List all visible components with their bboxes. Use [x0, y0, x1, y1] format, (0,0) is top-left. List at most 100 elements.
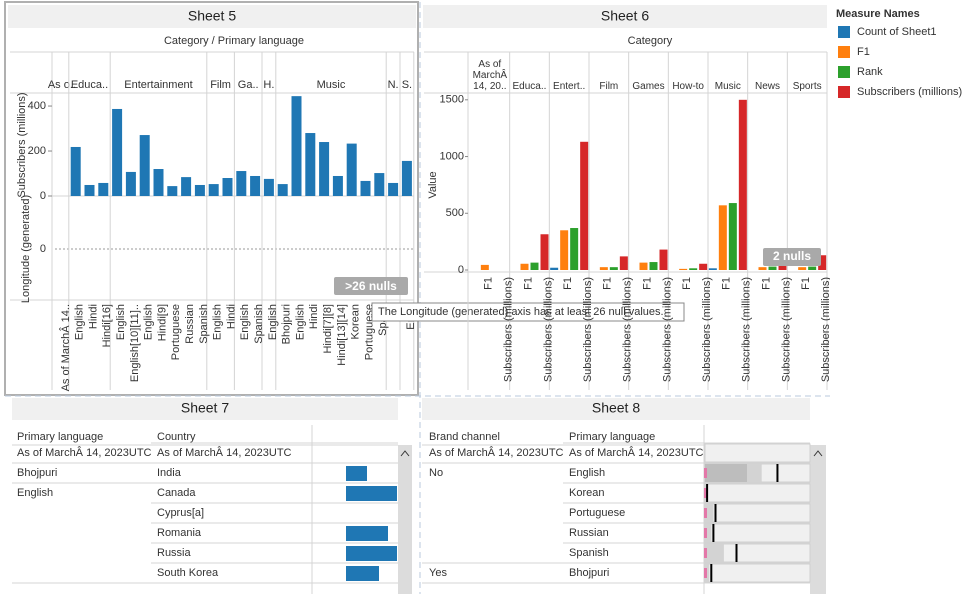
band — [705, 564, 710, 582]
bar — [139, 135, 150, 196]
category-label: Games — [632, 81, 665, 92]
legend-label: F1 — [857, 46, 870, 58]
bar — [798, 267, 807, 270]
group-label: Entertainment — [124, 79, 192, 91]
measure-label: Subscribers (millions) — [503, 277, 515, 382]
cell-label: Korean — [569, 487, 604, 499]
bar — [540, 234, 549, 270]
scroll-arrow[interactable] — [813, 450, 823, 457]
measure-label: Subscribers (millions) — [542, 277, 554, 382]
bar — [388, 182, 399, 196]
measure-label: Subscribers (millions) — [701, 277, 713, 382]
legend-swatch — [838, 26, 850, 38]
group-label: N. — [388, 79, 399, 91]
null-badge-text: >26 nulls — [345, 279, 397, 293]
cell-label: South Korea — [157, 567, 219, 579]
column-label: Hindi — [225, 304, 237, 329]
cell-label: Portuguese — [569, 507, 625, 519]
bar — [689, 268, 698, 270]
measure-label: F1 — [483, 277, 495, 290]
y-axis-label: Subscribers (millions) — [16, 92, 28, 197]
cell-background — [704, 503, 811, 523]
scrollbar[interactable] — [810, 445, 826, 594]
bar — [236, 171, 247, 196]
scroll-arrow[interactable] — [400, 450, 410, 457]
group-label: Ga.. — [238, 79, 259, 91]
bar — [222, 178, 233, 196]
bar — [208, 184, 219, 196]
marker — [704, 488, 707, 498]
column-header: Category — [628, 35, 673, 47]
cell-label: Bhojpuri — [569, 567, 609, 579]
measure-labels: F1 Subscribers (millions) — [641, 277, 673, 382]
marker — [704, 468, 707, 478]
bar — [250, 175, 261, 196]
measure-label: F1 — [522, 277, 534, 290]
legend-swatch — [838, 66, 850, 78]
null-badge-text: 2 nulls — [773, 249, 811, 263]
cell-background — [704, 443, 811, 463]
sheet-title: Sheet 5 — [188, 8, 236, 24]
bar — [98, 182, 109, 196]
measure-label: F1 — [760, 277, 772, 290]
scrollbar[interactable] — [398, 445, 412, 594]
measure-label: F1 — [800, 277, 812, 290]
measure-labels: F1 Subscribers (millions) — [602, 277, 634, 382]
column-label: Spanish — [253, 304, 265, 344]
measure-label: Subscribers (millions) — [780, 277, 792, 382]
sheet-title: Sheet 6 — [601, 8, 649, 24]
group-label: H. — [263, 79, 274, 91]
category-label: Music — [714, 81, 741, 92]
bar — [808, 266, 817, 270]
bar — [84, 184, 95, 196]
cell-label: Russia — [157, 547, 192, 559]
marker — [704, 528, 707, 538]
bar — [480, 264, 489, 270]
cell-label: Russian — [569, 527, 609, 539]
measure-label: F1 — [721, 277, 733, 290]
bar — [332, 175, 343, 196]
bar — [659, 249, 668, 270]
column-label: Hindi[9] — [156, 304, 168, 341]
y2-tick-label: 0 — [40, 243, 46, 255]
y-tick-label: 400 — [28, 100, 46, 112]
bar — [153, 169, 164, 196]
bar — [718, 205, 727, 270]
tooltip — [371, 302, 685, 322]
bar — [560, 230, 569, 270]
measure-label: Subscribers (millions) — [741, 277, 753, 382]
column-label: English — [294, 304, 306, 340]
bar — [738, 99, 747, 270]
category-label: How-to — [672, 81, 704, 92]
bar — [181, 177, 192, 196]
bar — [263, 178, 274, 196]
cell-label: Cyprus[a] — [157, 507, 204, 519]
y-tick-label: 200 — [28, 145, 46, 157]
column-label: English — [74, 304, 86, 340]
y-axis-label: Value — [427, 171, 439, 198]
column-label: Hindi — [308, 304, 320, 329]
bar — [112, 108, 123, 196]
bar — [291, 96, 302, 196]
category-header: Sports — [793, 81, 822, 92]
column-label: Portuguese — [170, 304, 182, 360]
bar — [167, 186, 178, 196]
marker — [704, 568, 707, 578]
bar — [194, 184, 205, 196]
measure-label: Subscribers (millions) — [582, 277, 594, 382]
measure-labels: F1 Subscribers (millions) — [562, 277, 594, 382]
sheet-title: Sheet 7 — [181, 400, 229, 416]
y-tick-label: 0 — [458, 264, 464, 276]
measure-labels: F1 Subscribers (millions) — [800, 277, 830, 382]
bar — [530, 262, 539, 270]
column-label: Hindi — [87, 304, 99, 329]
cell-background — [704, 563, 811, 583]
category-header: Educa.. — [513, 81, 547, 92]
sheet-title: Sheet 8 — [592, 400, 640, 416]
bar — [818, 255, 827, 270]
cell-background — [704, 483, 811, 503]
tooltip-text: The Longitude (generated) axis has at le… — [378, 306, 664, 318]
null-badge — [334, 277, 408, 295]
column-label: Korean — [350, 304, 362, 339]
band — [705, 524, 712, 542]
